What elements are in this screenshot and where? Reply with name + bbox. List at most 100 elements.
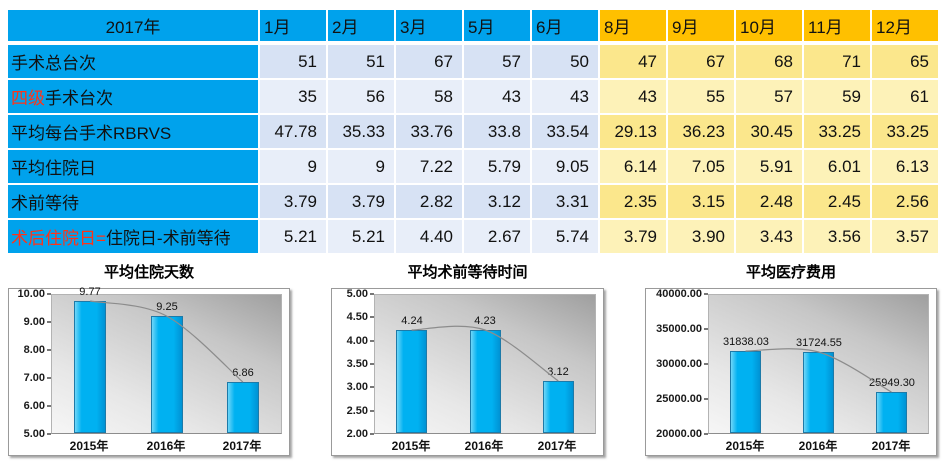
table-cell: 33.8	[464, 115, 530, 148]
table-header-month: 1月	[260, 10, 326, 41]
table-cell: 6.14	[600, 150, 666, 183]
y-tick-label: 2.00	[346, 428, 368, 440]
table-cell: 58	[396, 80, 462, 113]
y-tick-label: 30000.00	[656, 358, 702, 370]
table-cell: 3.57	[872, 220, 938, 253]
y-tick-label: 3.50	[346, 358, 368, 370]
table-cell: 2.48	[736, 185, 802, 218]
table-cell: 6.01	[804, 150, 870, 183]
chart-frame: 5.00 4.50 4.00 3.50 3.00 2.50 2.00 4.24 4.23 3.1…	[331, 288, 604, 456]
table-cell: 59	[804, 80, 870, 113]
y-tick-label: 2.50	[346, 404, 368, 417]
table-cell: 33.25	[872, 115, 938, 148]
bar-value-label: 3.12	[547, 366, 569, 378]
y-tick-label: 20000.00	[656, 428, 702, 440]
bar-value-label: 4.23	[474, 315, 496, 327]
x-axis-label: 2015年	[69, 439, 109, 453]
table-cell: 9.05	[532, 150, 598, 183]
table-cell: 3.79	[600, 220, 666, 253]
table-cell: 2.35	[600, 185, 666, 218]
y-tick-label: 9.00	[23, 316, 45, 328]
table-header-month: 3月	[396, 10, 462, 41]
bar-2015年	[730, 351, 761, 433]
table-cell: 35	[260, 80, 326, 113]
plot-area: 4.24 4.23 3.12	[374, 294, 596, 434]
bar-value-label: 6.86	[232, 367, 254, 379]
table-cell: 9	[260, 150, 326, 183]
bar-2016年	[151, 316, 183, 433]
table-header-month: 11月	[804, 10, 870, 41]
chart-avg-medical-cost: 平均医疗费用 40000.00 35000.00 30000.00 25000.00 2…	[645, 260, 937, 456]
y-tick-label: 35000.00	[656, 323, 702, 335]
y-tick-label: 4.50	[346, 311, 368, 324]
table-cell: 55	[668, 80, 734, 113]
y-axis-labels: 40000.00 35000.00 30000.00 25000.00 20000.00	[650, 288, 708, 440]
chart-title: 平均医疗费用	[745, 264, 836, 281]
table-cell: 33.25	[804, 115, 870, 148]
table-cell: 51	[328, 45, 394, 78]
table-cell: 4.40	[396, 220, 462, 253]
x-axis-label: 2016年	[146, 439, 186, 453]
table-cell: 65	[872, 45, 938, 78]
bar-2015年	[74, 301, 106, 433]
y-axis-labels: 10.00 9.00 8.00 7.00 6.00 5.00	[13, 288, 51, 440]
table-cell: 51	[260, 45, 326, 78]
table-cell: 33.76	[396, 115, 462, 148]
bar-2017年	[543, 381, 574, 433]
chart-frame: 40000.00 35000.00 30000.00 25000.00 20000.00…	[645, 288, 937, 456]
x-axis-label: 2015年	[725, 439, 765, 453]
y-tick-label: 3.00	[346, 381, 368, 394]
table-cell: 3.79	[328, 185, 394, 218]
chart-title: 平均术前等待时间	[407, 264, 528, 281]
chart-title: 平均住院天数	[103, 264, 194, 281]
row-label: 术后住院日= 住院日-术前等待	[8, 220, 258, 253]
y-tick-label: 25000.00	[656, 393, 702, 405]
table-cell: 3.15	[668, 185, 734, 218]
table-header-month: 6月	[532, 10, 598, 41]
table-cell: 5.79	[464, 150, 530, 183]
y-tick-label: 4.00	[346, 334, 368, 347]
bar-value-label: 31724.55	[796, 337, 842, 349]
table-cell: 50	[532, 45, 598, 78]
table-cell: 3.90	[668, 220, 734, 253]
bar-value-label: 4.24	[401, 315, 423, 327]
row-label: 平均每台手术RBRVS	[8, 115, 258, 148]
table-cell: 5.21	[328, 220, 394, 253]
table-cell: 57	[736, 80, 802, 113]
table-cell: 43	[600, 80, 666, 113]
table-cell: 33.54	[532, 115, 598, 148]
bar-2016年	[470, 330, 501, 433]
row-label: 术前等待	[8, 185, 258, 218]
table-cell: 29.13	[600, 115, 666, 148]
table-header-year: 2017年	[8, 10, 258, 41]
row-label: 平均住院日	[8, 150, 258, 183]
table-cell: 57	[464, 45, 530, 78]
table-cell: 47	[600, 45, 666, 78]
table-cell: 2.56	[872, 185, 938, 218]
y-tick-label: 10.00	[17, 288, 45, 300]
table-header-month: 10月	[736, 10, 802, 41]
table-cell: 43	[464, 80, 530, 113]
bar-2017年	[227, 382, 259, 433]
y-tick-label: 8.00	[23, 344, 45, 356]
plot-area: 9.77 9.25 6.86	[51, 286, 282, 434]
table-cell: 3.31	[532, 185, 598, 218]
table-cell: 61	[872, 80, 938, 113]
row-label: 手术总台次	[8, 45, 258, 78]
x-axis-labels: 2015年 2016年 2017年	[51, 434, 282, 455]
bar-value-label: 9.25	[156, 301, 178, 313]
table-cell: 43	[532, 80, 598, 113]
bar-value-label: 31838.03	[723, 336, 769, 348]
table-cell: 7.22	[396, 150, 462, 183]
table-cell: 2.45	[804, 185, 870, 218]
table-cell: 3.12	[464, 185, 530, 218]
x-axis-label: 2015年	[391, 439, 431, 453]
table-cell: 47.78	[260, 115, 326, 148]
table-cell: 56	[328, 80, 394, 113]
table-cell: 67	[396, 45, 462, 78]
table-cell: 5.21	[260, 220, 326, 253]
row-label: 四级 手术台次	[8, 80, 258, 113]
x-axis-label: 2017年	[222, 439, 262, 453]
y-tick-label: 6.00	[23, 400, 45, 412]
table-cell: 68	[736, 45, 802, 78]
